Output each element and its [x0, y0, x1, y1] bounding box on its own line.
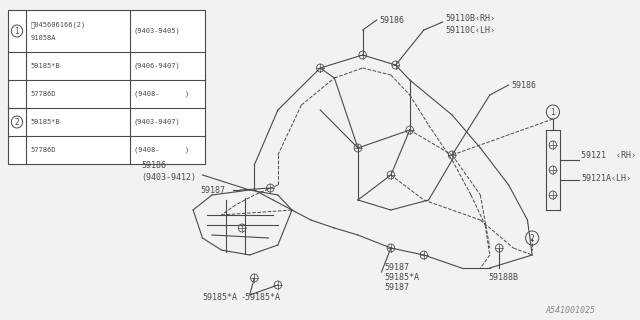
Text: 2: 2 [530, 234, 534, 243]
Text: (9403-9412): (9403-9412) [141, 172, 196, 181]
Text: (9408-      ): (9408- ) [134, 91, 189, 97]
Text: Ⓢ045606166(2): Ⓢ045606166(2) [30, 22, 85, 28]
Text: (9403-9407): (9403-9407) [134, 119, 180, 125]
Text: 59187: 59187 [384, 263, 410, 273]
Text: 57786D: 57786D [30, 147, 56, 153]
Text: 59188B: 59188B [488, 274, 518, 283]
Text: 59185*B: 59185*B [30, 63, 60, 69]
Text: 59185*B: 59185*B [30, 119, 60, 125]
Text: 59121  ‹RH›: 59121 ‹RH› [581, 150, 636, 159]
Text: -59185*A: -59185*A [240, 293, 280, 302]
Text: 1: 1 [550, 108, 556, 116]
Text: 59186: 59186 [141, 161, 166, 170]
Text: 57786D: 57786D [30, 91, 56, 97]
Text: 91058A: 91058A [30, 35, 56, 41]
Bar [8, 10, 205, 164]
Text: 59185*A: 59185*A [202, 293, 237, 302]
Text: A541001025: A541001025 [545, 306, 595, 315]
Text: 59186: 59186 [511, 81, 536, 90]
Text: 59110B‹RH›: 59110B‹RH› [445, 13, 495, 22]
Text: 59185*A: 59185*A [384, 274, 419, 283]
Text: (9403-9405): (9403-9405) [134, 28, 180, 34]
Text: 59187: 59187 [384, 284, 410, 292]
Text: 2: 2 [15, 117, 19, 126]
Text: 59121A‹LH›: 59121A‹LH› [581, 173, 631, 182]
Text: (9408-      ): (9408- ) [134, 147, 189, 153]
Text: (9406-9407): (9406-9407) [134, 63, 180, 69]
Text: 1: 1 [15, 27, 19, 36]
Text: 59186: 59186 [380, 15, 404, 25]
Text: 59187: 59187 [200, 186, 226, 195]
Text: 59110C‹LH›: 59110C‹LH› [445, 26, 495, 35]
